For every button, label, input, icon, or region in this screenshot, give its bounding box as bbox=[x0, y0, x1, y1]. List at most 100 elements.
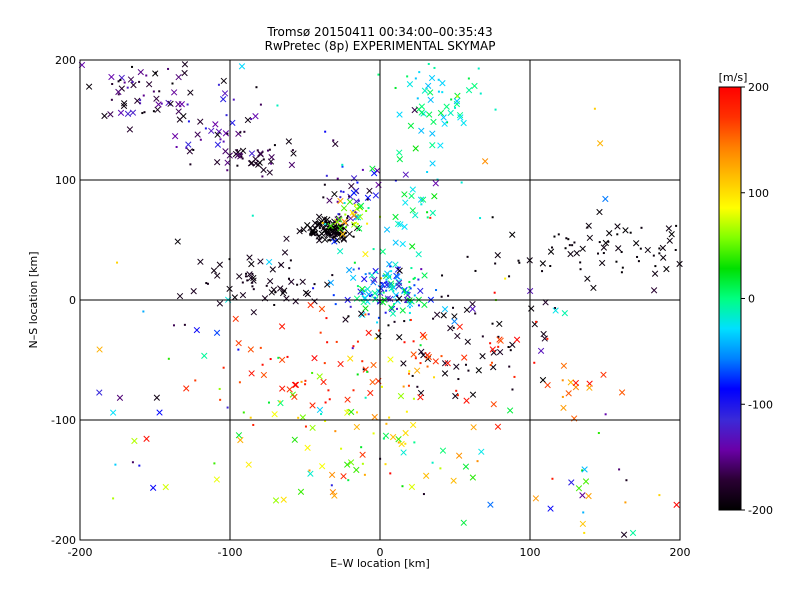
data-point bbox=[336, 216, 343, 223]
data-point bbox=[326, 197, 333, 204]
colorbar-label: [m/s] bbox=[719, 71, 748, 84]
data-point bbox=[350, 274, 357, 282]
data-point bbox=[176, 116, 184, 123]
data-point bbox=[408, 192, 415, 200]
data-point bbox=[411, 374, 414, 377]
data-point bbox=[269, 266, 276, 273]
data-point bbox=[644, 246, 651, 254]
data-point bbox=[114, 463, 117, 466]
data-point bbox=[346, 217, 349, 220]
data-point bbox=[252, 288, 255, 291]
data-point bbox=[339, 196, 342, 199]
data-point bbox=[404, 291, 407, 294]
data-point bbox=[304, 379, 307, 382]
y-tick-label: 0 bbox=[69, 294, 76, 307]
data-point bbox=[497, 335, 500, 338]
data-point bbox=[352, 389, 355, 392]
data-point bbox=[316, 406, 324, 414]
data-point bbox=[406, 75, 409, 78]
data-point bbox=[324, 217, 327, 220]
data-point bbox=[328, 471, 336, 479]
data-point bbox=[338, 232, 341, 235]
data-point bbox=[274, 291, 277, 294]
data-point bbox=[440, 355, 443, 358]
chart-subtitle: RwPretec (8p) EXPERIMENTAL SKYMAP bbox=[265, 39, 496, 53]
data-point bbox=[342, 190, 345, 193]
data-point bbox=[331, 233, 338, 240]
data-point bbox=[361, 462, 364, 465]
data-point bbox=[412, 212, 419, 219]
data-point bbox=[478, 448, 485, 455]
data-point bbox=[451, 318, 458, 325]
data-point bbox=[407, 384, 410, 387]
data-point bbox=[565, 390, 572, 397]
data-point bbox=[535, 320, 538, 323]
data-point bbox=[387, 356, 394, 363]
data-point bbox=[378, 285, 385, 292]
data-point bbox=[382, 274, 385, 277]
data-point bbox=[401, 191, 408, 198]
data-point bbox=[214, 131, 221, 138]
data-point bbox=[439, 80, 446, 87]
data-point bbox=[260, 166, 267, 174]
data-point bbox=[183, 385, 190, 392]
data-point bbox=[593, 107, 596, 110]
data-point bbox=[441, 306, 449, 313]
data-point bbox=[418, 109, 425, 116]
data-point bbox=[348, 195, 351, 198]
data-point bbox=[366, 187, 373, 195]
data-point bbox=[425, 353, 432, 361]
data-point bbox=[324, 130, 327, 133]
data-point bbox=[374, 296, 377, 299]
colorbar-tick-label: -200 bbox=[748, 504, 773, 517]
data-point bbox=[426, 365, 429, 368]
data-point bbox=[371, 290, 379, 297]
data-point bbox=[348, 182, 355, 190]
data-point bbox=[366, 370, 369, 373]
data-point bbox=[289, 259, 292, 262]
data-point bbox=[490, 361, 493, 364]
data-point bbox=[130, 81, 137, 89]
data-point bbox=[288, 161, 296, 169]
x-tick-label: -200 bbox=[68, 546, 93, 559]
data-point bbox=[464, 363, 467, 366]
data-point bbox=[620, 271, 623, 274]
data-point bbox=[614, 223, 621, 230]
data-point bbox=[456, 111, 464, 119]
data-point bbox=[186, 103, 189, 106]
data-point bbox=[239, 131, 242, 134]
data-point bbox=[581, 466, 588, 473]
data-point bbox=[382, 291, 385, 294]
data-point bbox=[639, 247, 642, 250]
data-point bbox=[418, 71, 421, 74]
data-point bbox=[389, 472, 392, 475]
data-point bbox=[579, 261, 582, 264]
data-point bbox=[248, 150, 256, 157]
data-point bbox=[517, 259, 520, 262]
data-point bbox=[494, 108, 497, 111]
data-point bbox=[261, 363, 264, 366]
data-point bbox=[475, 367, 482, 374]
data-point bbox=[620, 251, 623, 254]
data-point bbox=[309, 402, 316, 409]
data-point bbox=[278, 356, 286, 364]
data-point bbox=[315, 230, 318, 233]
data-point bbox=[418, 348, 425, 355]
data-point bbox=[365, 329, 372, 336]
data-point bbox=[331, 492, 338, 499]
data-point bbox=[409, 186, 416, 193]
data-point bbox=[491, 322, 494, 325]
colorbar-tick-label: 0 bbox=[748, 293, 755, 306]
data-point bbox=[334, 216, 341, 223]
data-point bbox=[403, 320, 406, 323]
data-point bbox=[197, 118, 204, 125]
data-point bbox=[236, 149, 239, 152]
data-point bbox=[367, 207, 370, 210]
data-point bbox=[432, 358, 439, 365]
data-point bbox=[370, 170, 378, 177]
data-point bbox=[586, 234, 593, 242]
data-point bbox=[597, 432, 600, 435]
data-point bbox=[126, 126, 134, 133]
data-point bbox=[479, 217, 482, 220]
